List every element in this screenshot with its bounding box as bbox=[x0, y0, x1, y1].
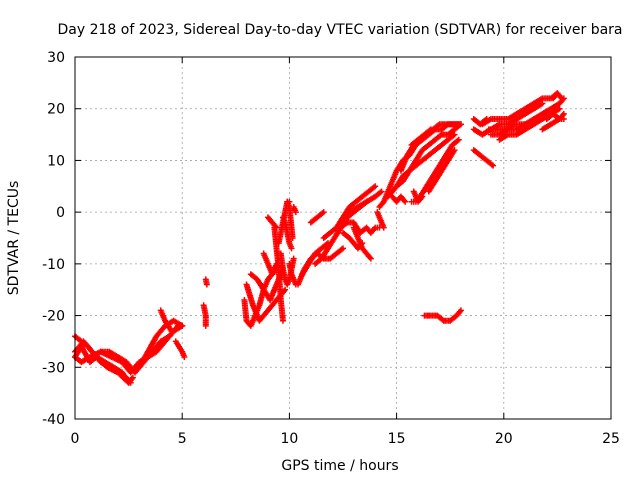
data-point bbox=[320, 209, 327, 216]
x-axis-label: GPS time / hours bbox=[281, 458, 398, 474]
data-point bbox=[292, 209, 299, 216]
x-tick-label: 15 bbox=[388, 431, 406, 447]
y-tick-label: 10 bbox=[47, 153, 65, 169]
y-tick-label: -30 bbox=[42, 360, 65, 376]
chart-title: Day 218 of 2023, Sidereal Day-to-day VTE… bbox=[57, 22, 622, 38]
data-point bbox=[288, 245, 295, 252]
data-point bbox=[457, 307, 464, 314]
data-point bbox=[124, 378, 131, 385]
data-point bbox=[556, 105, 563, 112]
data-point bbox=[125, 379, 132, 386]
data-point bbox=[451, 131, 458, 138]
data-point bbox=[279, 317, 286, 324]
data-point bbox=[455, 121, 462, 128]
data-point bbox=[289, 235, 296, 241]
data-point bbox=[558, 95, 565, 102]
data-point bbox=[340, 245, 346, 252]
y-tick-label: 20 bbox=[47, 102, 65, 118]
x-tick-label: 5 bbox=[178, 431, 187, 447]
data-point bbox=[490, 162, 497, 169]
data-point bbox=[179, 322, 186, 329]
data-point bbox=[168, 328, 175, 335]
data-point bbox=[203, 281, 210, 288]
x-tick-label: 20 bbox=[495, 431, 513, 447]
data-point bbox=[560, 110, 567, 117]
y-tick-label: 0 bbox=[56, 205, 65, 221]
y-tick-label: -10 bbox=[42, 257, 65, 273]
data-point bbox=[380, 224, 387, 231]
data-point bbox=[282, 286, 289, 293]
data-point bbox=[372, 183, 379, 190]
data-point bbox=[539, 100, 546, 107]
y-tick-label: -40 bbox=[42, 412, 65, 428]
data-point bbox=[451, 147, 458, 154]
x-tick-label: 25 bbox=[602, 431, 620, 447]
x-tick-label: 0 bbox=[71, 431, 80, 447]
data-point bbox=[367, 255, 374, 262]
data-point bbox=[290, 255, 297, 262]
data-point bbox=[402, 198, 409, 205]
y-axis-label: SDTVAR / TECUs bbox=[6, 181, 22, 296]
data-point bbox=[455, 136, 462, 143]
y-tick-label: 30 bbox=[47, 50, 65, 66]
data-point bbox=[129, 374, 136, 381]
data-point bbox=[378, 188, 385, 195]
data-point bbox=[273, 224, 280, 231]
x-tick-label: 10 bbox=[280, 431, 298, 447]
data-point bbox=[427, 126, 434, 133]
data-point bbox=[412, 198, 419, 205]
data-point bbox=[363, 198, 370, 205]
data-points bbox=[72, 90, 567, 386]
plot-frame bbox=[74, 56, 612, 420]
data-point bbox=[181, 353, 188, 360]
data-point bbox=[202, 322, 209, 329]
y-tick-label: -20 bbox=[42, 309, 65, 325]
